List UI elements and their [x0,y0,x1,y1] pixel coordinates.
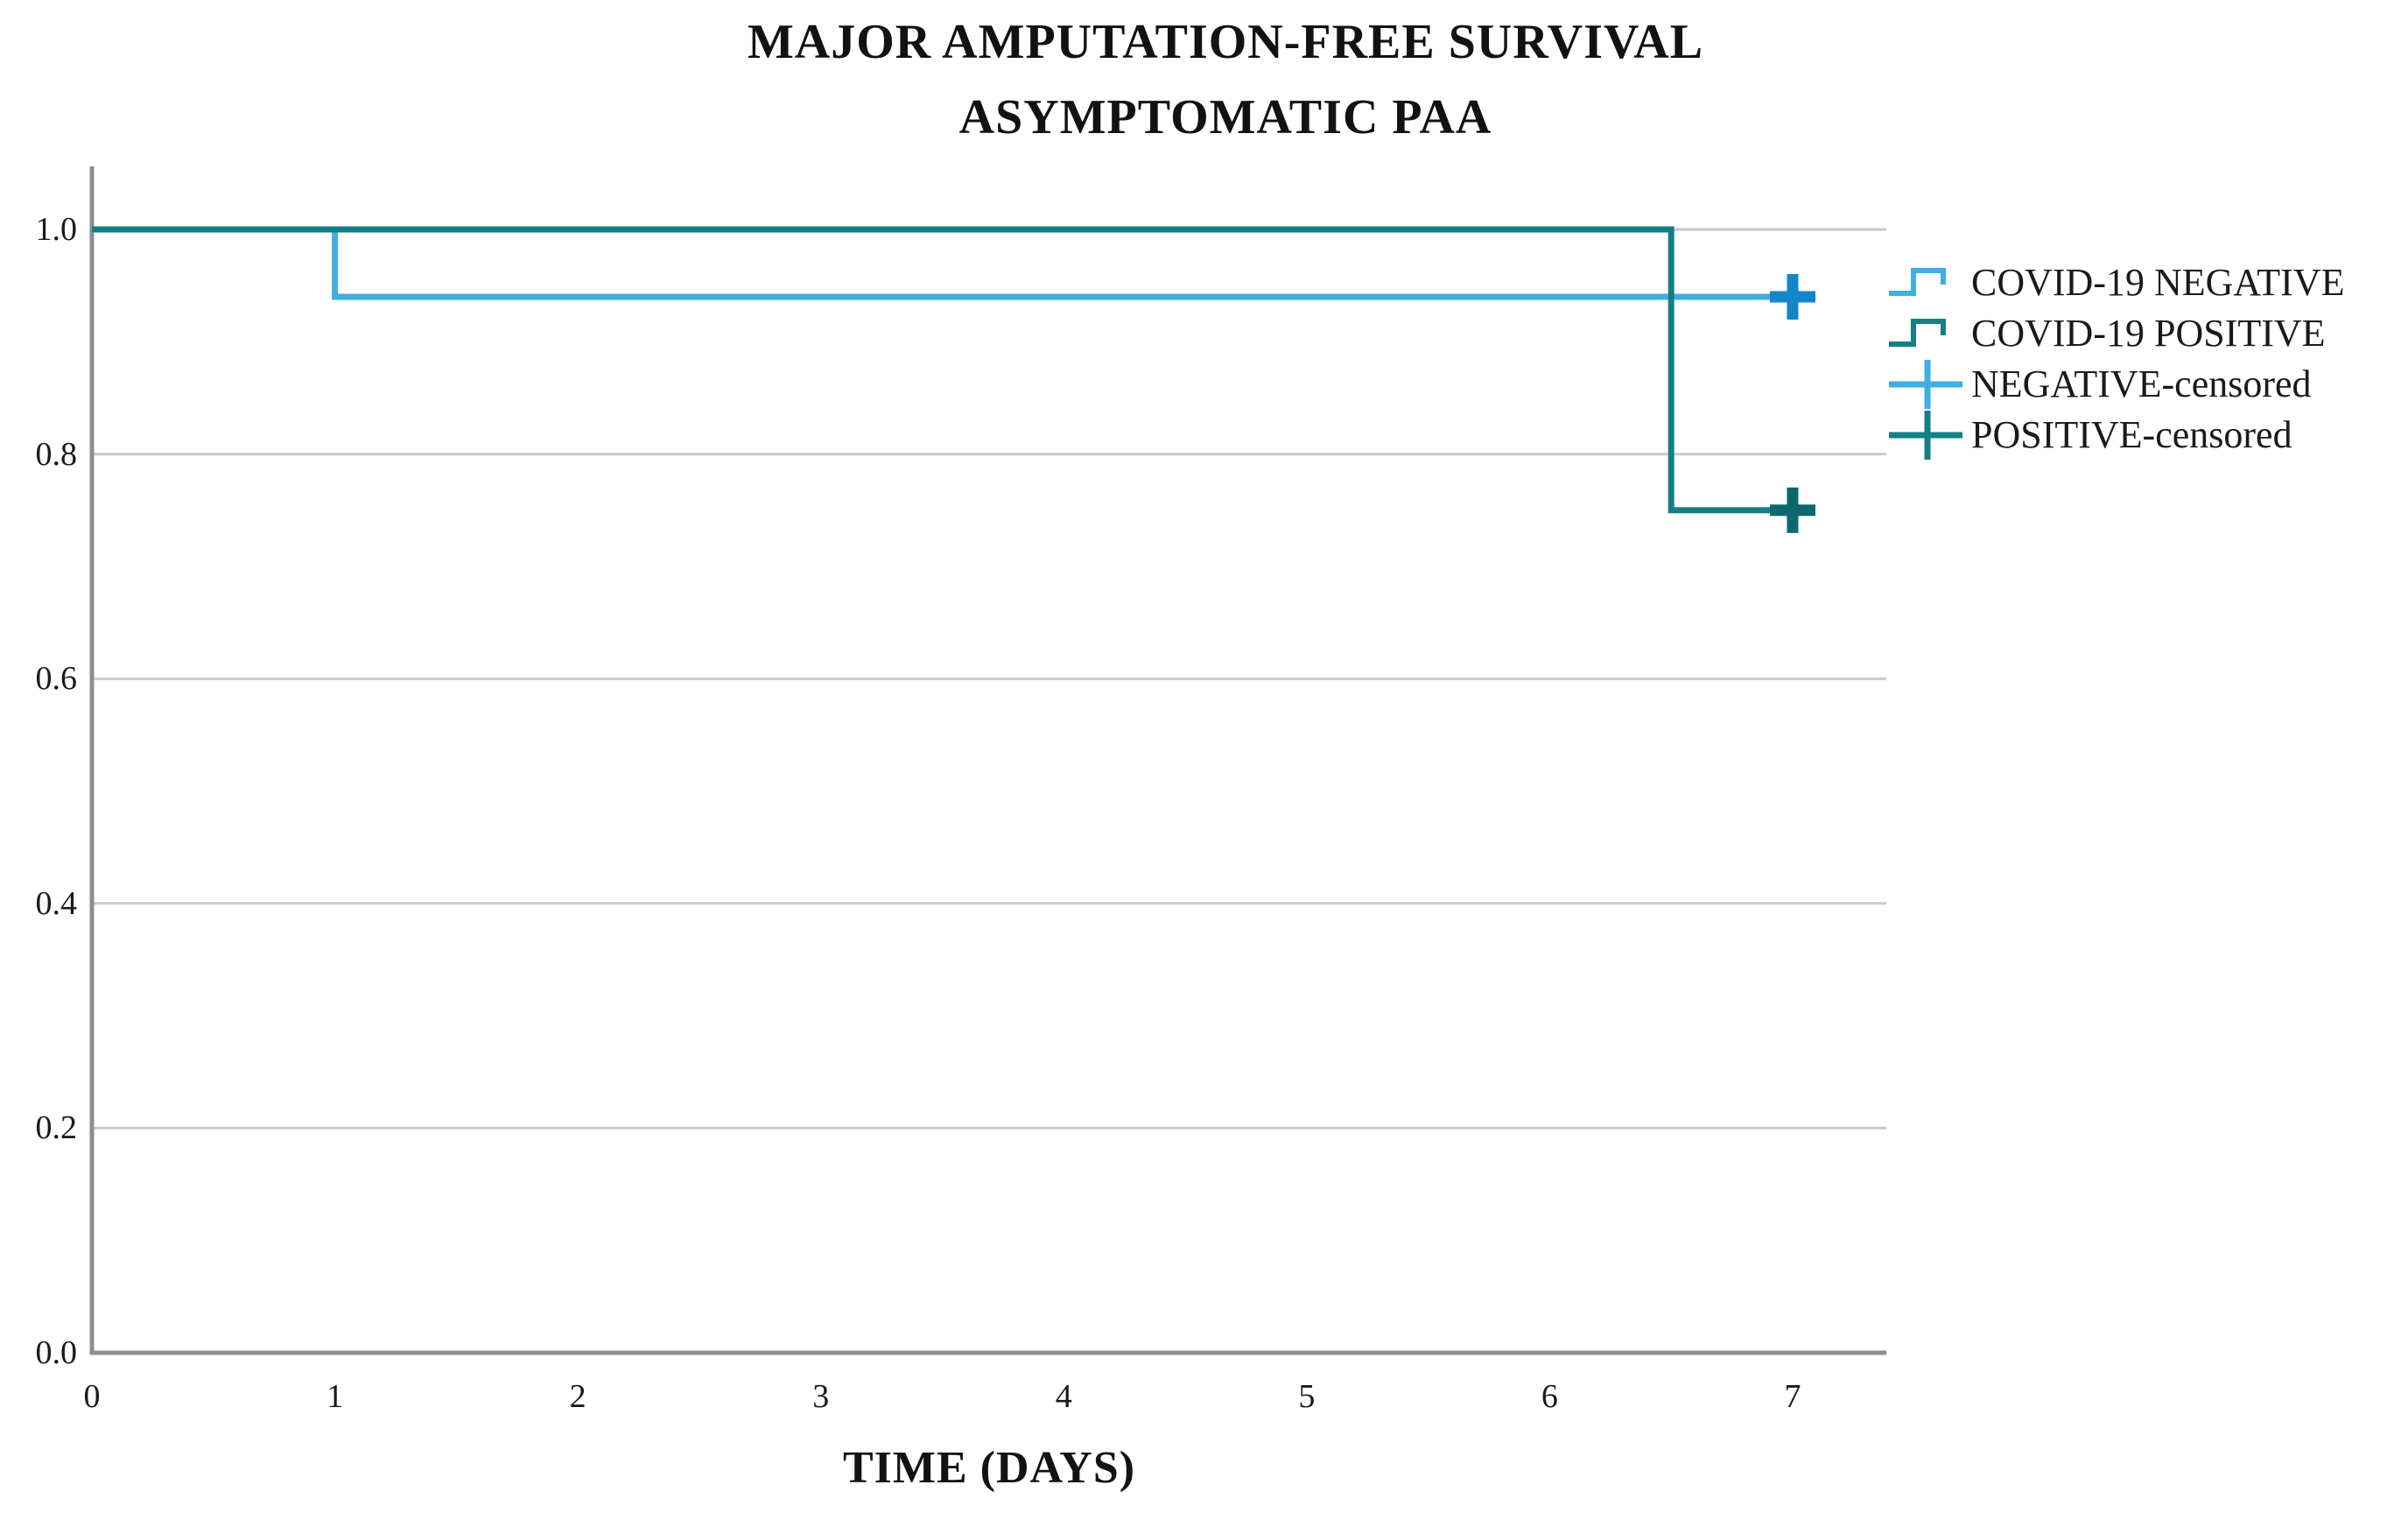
y-tick-label: 0.0 [35,1334,78,1371]
step-line-glyph [1889,319,1946,347]
step-line-icon [1889,319,1946,347]
x-tick-label: 1 [326,1378,344,1415]
chart-subtitle: ASYMPTOMATIC PAA [958,90,1492,144]
legend-item-positive-censored: POSITIVE-censored [1887,410,2408,461]
legend-item-negative-censored: NEGATIVE-censored [1887,359,2408,410]
x-tick-label: 0 [83,1378,101,1415]
step-line-icon [1889,268,1946,296]
x-tick-label: 2 [569,1378,586,1415]
y-tick-label: 0.8 [35,435,78,473]
legend-label: COVID-19 POSITIVE [1971,312,2326,355]
legend-label: COVID-19 NEGATIVE [1971,261,2345,304]
x-tick-label: 5 [1298,1378,1316,1415]
y-tick-label: 0.4 [35,884,78,922]
step-line-glyph [1889,268,1946,296]
x-tick-label: 6 [1541,1378,1558,1415]
x-axis-title: TIME (DAYS) [842,1443,1136,1493]
survival-curve-covid-19-positive [92,226,1793,514]
y-tick-label: 0.6 [35,660,78,698]
x-tick-label: 7 [1784,1378,1801,1415]
legend-label: NEGATIVE-censored [1971,362,2312,405]
legend-item-covid-positive: COVID-19 POSITIVE [1887,308,2408,359]
legend-item-covid-negative: COVID-19 NEGATIVE [1887,257,2408,308]
legend-label: POSITIVE-censored [1971,413,2292,456]
chart-title: MAJOR AMPUTATION-FREE SURVIVAL [747,15,1704,69]
x-tick-label: 3 [812,1378,830,1415]
y-tick-label: 0.2 [35,1109,78,1147]
censor-plus-icon [1889,360,1962,409]
survival-curve-covid-19-negative [92,226,1793,300]
x-tick-label: 4 [1055,1378,1072,1415]
censor-plus-icon [1889,411,1962,460]
y-tick-label: 1.0 [35,211,78,248]
legend: COVID-19 NEGATIVE COVID-19 POSITIVE NEGA… [1887,257,2408,461]
